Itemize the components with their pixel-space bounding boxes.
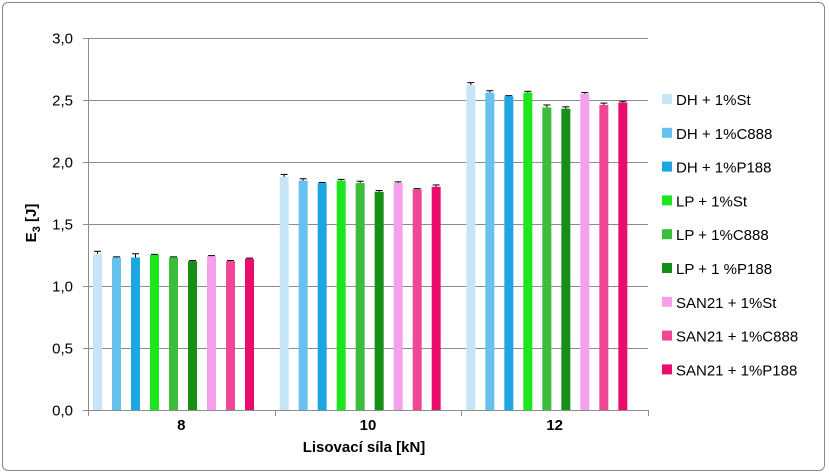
legend-swatch (662, 330, 672, 341)
y-axis-title-unit: [J] (23, 204, 40, 227)
bar (112, 257, 121, 410)
x-axis-title: Lisovací síla [kN] (303, 439, 426, 456)
bar (393, 183, 403, 410)
x-category-label: 8 (177, 417, 185, 434)
bar (355, 183, 365, 410)
bars (93, 85, 628, 411)
x-category-label: 10 (360, 417, 377, 434)
bar (169, 257, 178, 410)
bar (618, 102, 628, 410)
legend-swatch (662, 161, 672, 172)
legend-swatch (662, 229, 672, 240)
y-tick-label: 1,5 (52, 217, 73, 234)
bar (374, 191, 384, 410)
legend-label: DH + 1%C888 (676, 126, 772, 143)
legend-label: LP + 1%St (676, 193, 748, 210)
legend-label: SAN21 + 1%P188 (676, 362, 797, 379)
error-bars (94, 82, 627, 262)
bar (279, 176, 289, 410)
y-tick-label: 0,5 (52, 341, 73, 358)
y-tick-label: 3,0 (52, 31, 73, 48)
bar (188, 261, 197, 410)
y-axis-title-subscript: 3 (31, 226, 43, 232)
legend: DH + 1%St DH + 1%C888 DH + 1%P188 LP + 1%St… (662, 92, 798, 379)
y-axis-title: E3 [J] (23, 204, 43, 243)
y-tick-label: 2,5 (52, 93, 73, 110)
legend-label: DH + 1%St (676, 92, 751, 109)
bar (542, 107, 552, 410)
bar (561, 108, 571, 411)
legend-swatch (662, 263, 672, 273)
bar (226, 261, 235, 410)
bar (523, 92, 533, 410)
legend-swatch (662, 94, 672, 104)
x-axis-categories: 8 10 12 (177, 417, 563, 434)
bar (298, 180, 308, 410)
bar (412, 189, 422, 410)
bar (131, 257, 140, 410)
legend-label: LP + 1%C888 (676, 227, 769, 244)
y-tick-label: 2,0 (52, 155, 73, 172)
bar (150, 255, 159, 410)
gridlines (88, 38, 648, 349)
legend-swatch (662, 127, 672, 138)
legend-label: SAN21 + 1%C888 (676, 329, 798, 346)
legend-label: DH + 1%P188 (676, 160, 771, 177)
bar (317, 183, 327, 410)
y-axis-title-main: E (23, 232, 40, 242)
bar (93, 253, 102, 410)
bar (431, 186, 441, 410)
legend-swatch (662, 364, 672, 375)
bar (504, 96, 514, 410)
bar (580, 93, 590, 411)
bar (207, 256, 216, 410)
y-tick-label: 1,0 (52, 279, 73, 296)
bar (466, 85, 476, 411)
bar (599, 104, 609, 411)
bar (336, 180, 346, 410)
legend-swatch (662, 296, 672, 307)
bar (245, 258, 254, 410)
x-category-label: 12 (546, 417, 563, 434)
bar (485, 92, 495, 410)
y-axis-ticks: 0,0 0,5 1,0 1,5 2,0 2,5 3,0 (52, 31, 88, 420)
legend-swatch (662, 195, 672, 206)
axes (88, 38, 649, 416)
y-tick-label: 0,0 (52, 403, 73, 420)
legend-label: SAN21 + 1%St (676, 295, 777, 312)
legend-label: LP + 1 %P188 (676, 261, 772, 278)
